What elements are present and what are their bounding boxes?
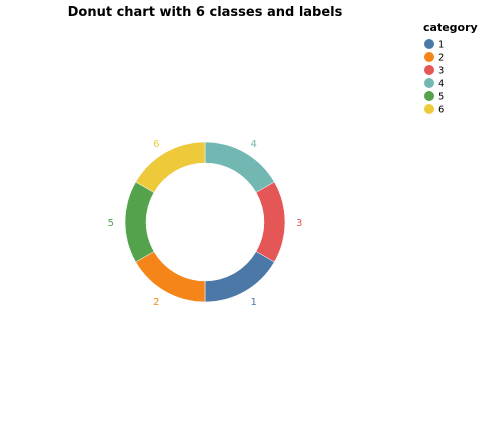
donut-slice-3 (255, 181, 286, 263)
legend-swatch-2 (424, 52, 434, 62)
slice-label-5: 5 (108, 218, 114, 229)
legend-swatch-6 (424, 104, 434, 114)
legend-label-1: 1 (438, 40, 444, 51)
legend: category 1 2 3 4 5 6 (423, 21, 478, 116)
slice-labels: 4 3 1 2 5 6 (108, 139, 303, 308)
legend-swatch-1 (424, 39, 434, 49)
legend-swatch-5 (424, 91, 434, 101)
legend-swatch-3 (424, 65, 434, 75)
donut-ring (124, 141, 286, 303)
donut-slice-1 (204, 251, 275, 303)
legend-title: category (423, 21, 478, 34)
legend-label-6: 6 (438, 105, 444, 116)
slice-label-2: 2 (153, 297, 159, 308)
donut-slice-5 (124, 181, 155, 263)
legend-label-2: 2 (438, 53, 444, 64)
legend-label-5: 5 (438, 92, 444, 103)
legend-swatch-4 (424, 78, 434, 88)
slice-label-3: 3 (296, 218, 302, 229)
donut-slice-6 (135, 141, 206, 193)
legend-label-3: 3 (438, 66, 444, 77)
chart-title: Donut chart with 6 classes and labels (68, 5, 343, 20)
donut-slice-2 (135, 251, 206, 303)
legend-label-4: 4 (438, 79, 444, 90)
slice-label-1: 1 (251, 297, 257, 308)
slice-label-4: 4 (251, 139, 257, 150)
donut-slice-4 (204, 141, 275, 193)
slice-label-6: 6 (153, 139, 159, 150)
